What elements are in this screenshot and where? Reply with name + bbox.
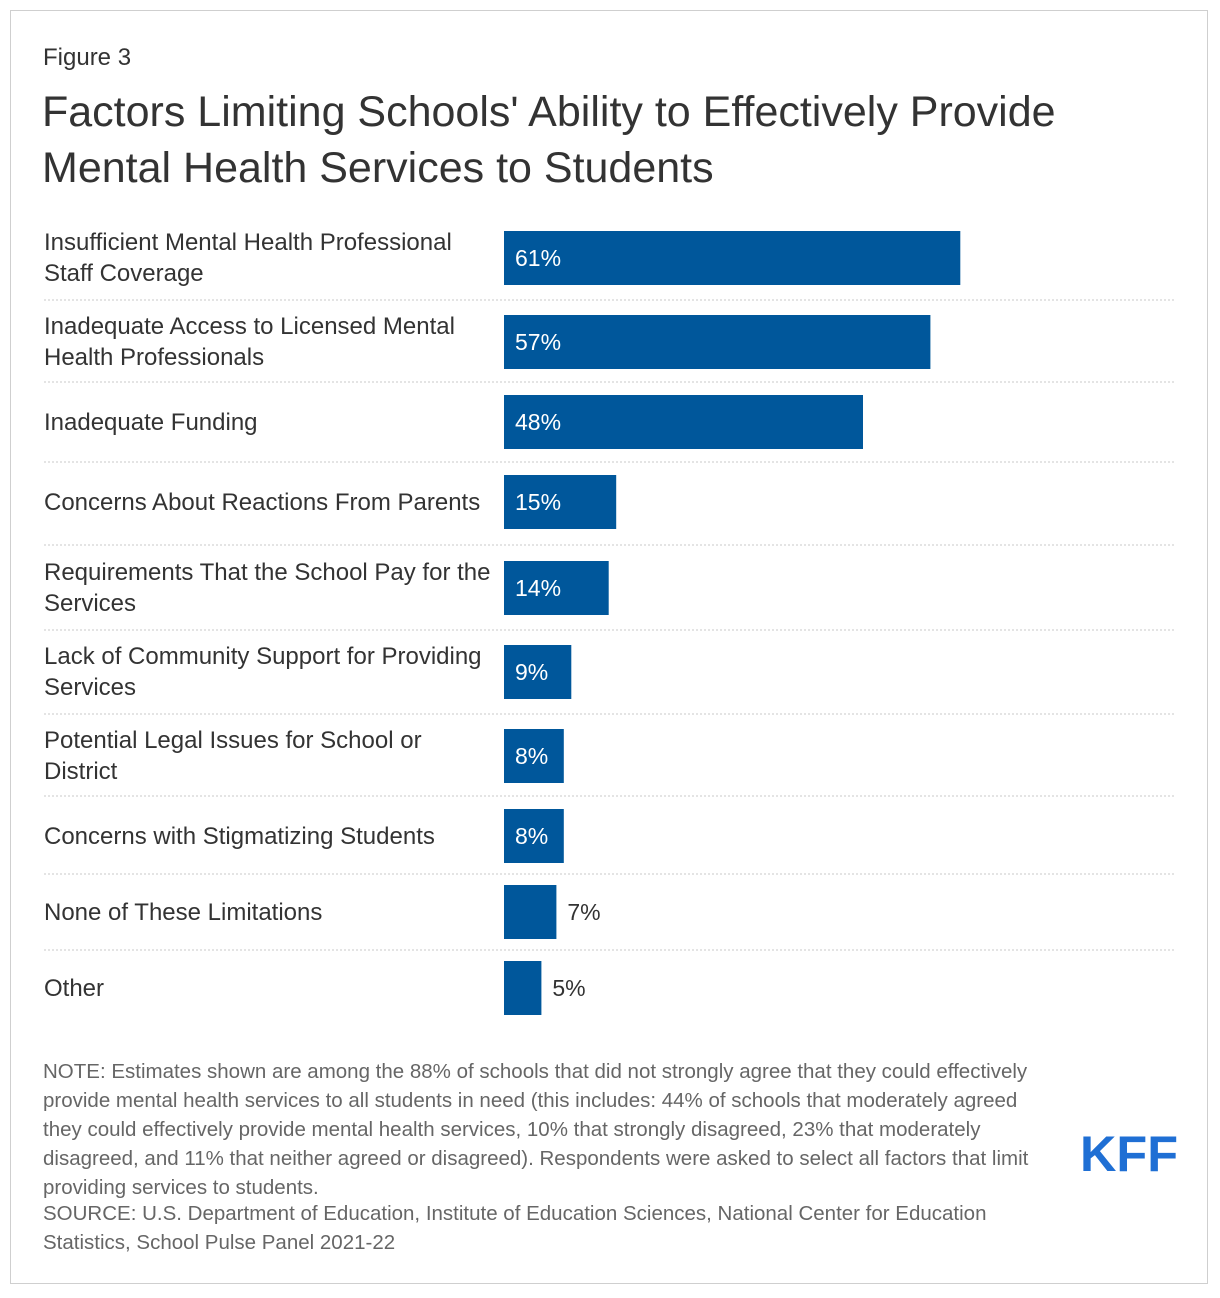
bar	[504, 231, 961, 285]
category-label: Potential Legal Issues for School or Dis…	[44, 727, 422, 785]
category-label: Other	[44, 974, 105, 1002]
category-label: Inadequate Funding	[44, 408, 258, 436]
category-label: None of These Limitations	[44, 898, 323, 926]
value-label: 48%	[515, 409, 561, 435]
category-label: Requirements That the School Pay for the…	[44, 559, 491, 617]
figure-frame	[10, 10, 1208, 1284]
bar	[504, 561, 609, 615]
bar	[504, 809, 564, 863]
chart-source: SOURCE: U.S. Department of Education, In…	[43, 1202, 987, 1254]
chart-title: Factors Limiting Schools' Ability to Eff…	[42, 88, 1056, 192]
category-label: Concerns About Reactions From Parents	[44, 488, 481, 516]
value-label: 61%	[515, 245, 561, 271]
kff-logo: KFF	[1080, 1126, 1178, 1182]
figure-label: Figure 3	[43, 44, 132, 71]
value-label: 7%	[567, 899, 600, 925]
kff-logo-icon: KFF	[1080, 1126, 1178, 1182]
value-label: 9%	[515, 659, 548, 685]
value-label: 8%	[515, 743, 548, 769]
bar	[504, 885, 557, 939]
bar	[504, 961, 542, 1015]
value-label: 15%	[515, 489, 561, 515]
bar	[504, 395, 863, 449]
category-label: Lack of Community Support for Providing …	[44, 643, 482, 701]
category-label: Concerns with Stigmatizing Students	[44, 822, 435, 850]
value-label: 14%	[515, 575, 561, 601]
category-label: Insufficient Mental Health Professional …	[44, 229, 452, 287]
svg-text:KFF: KFF	[1080, 1131, 1178, 1173]
value-label: 57%	[515, 329, 561, 355]
value-label: 8%	[515, 823, 548, 849]
bar	[504, 475, 617, 529]
category-label: Inadequate Access to Licensed Mental Hea…	[44, 313, 455, 371]
bar	[504, 729, 564, 783]
bar	[504, 315, 931, 369]
chart-note: NOTE: Estimates shown are among the 88% …	[43, 1060, 1029, 1199]
bar	[504, 645, 572, 699]
value-label: 5%	[552, 975, 585, 1001]
